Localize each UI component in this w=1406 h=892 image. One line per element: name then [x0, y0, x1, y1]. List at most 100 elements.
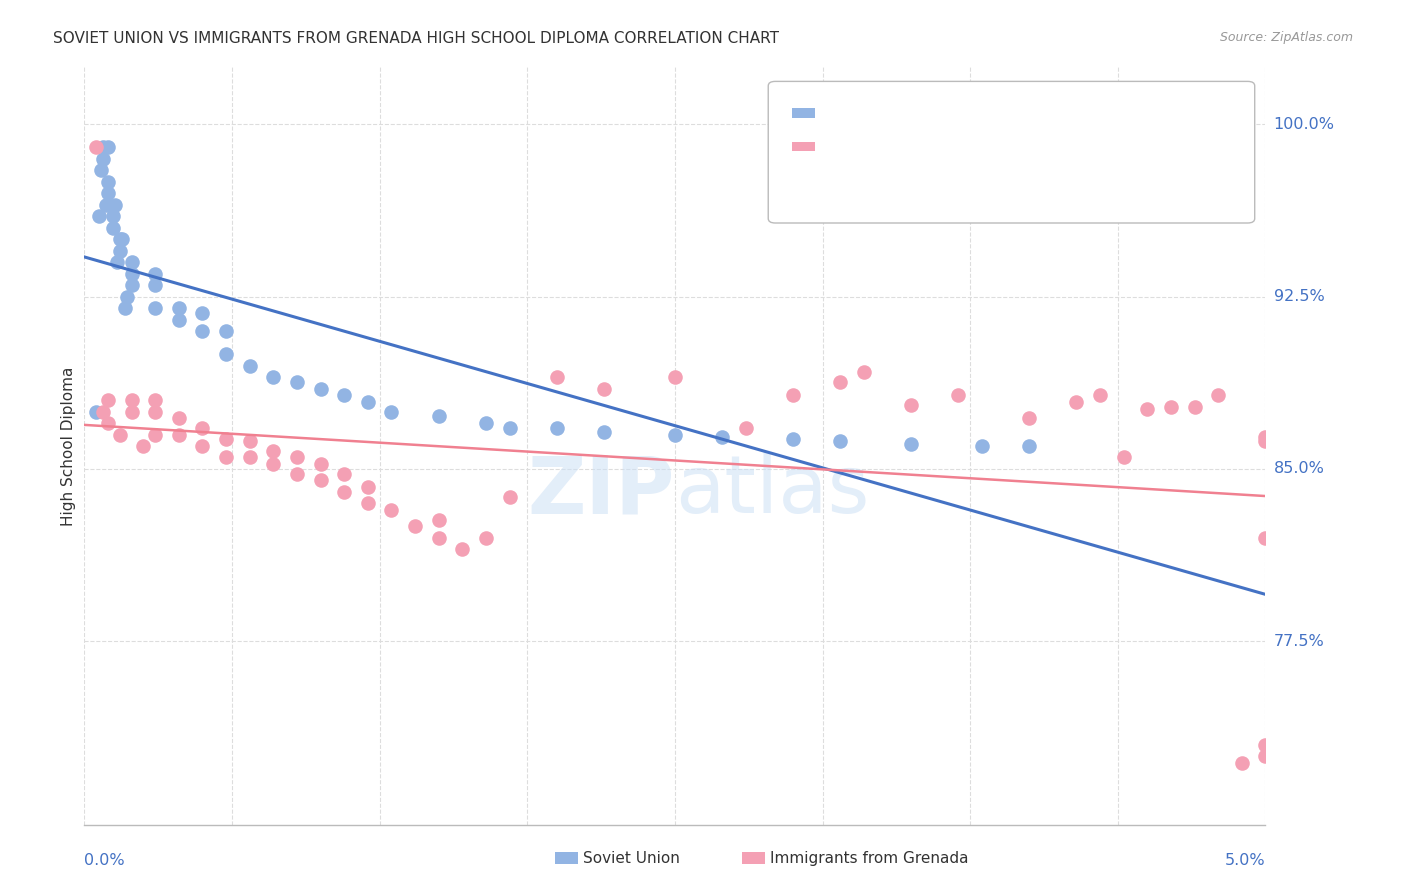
Point	[734, 420, 756, 434]
Point	[664, 427, 686, 442]
Point	[285, 467, 308, 481]
Point	[309, 474, 332, 488]
Point	[782, 388, 804, 402]
Point	[357, 480, 380, 494]
Legend: 	[1247, 74, 1258, 85]
Point	[1254, 749, 1277, 764]
Point	[191, 306, 214, 320]
Point	[108, 244, 131, 258]
Point	[114, 301, 136, 315]
Point	[1018, 439, 1040, 453]
Text: 5.0%: 5.0%	[1225, 853, 1265, 868]
Point	[333, 388, 356, 402]
Point	[132, 439, 155, 453]
Point	[91, 140, 114, 154]
Point	[900, 398, 922, 412]
Point	[546, 420, 568, 434]
Point	[143, 427, 166, 442]
Text: R =  0.044    N = 59: R = 0.044 N = 59	[825, 137, 1017, 155]
Point	[121, 267, 143, 281]
Point	[970, 439, 993, 453]
Point	[84, 404, 107, 418]
Point	[215, 450, 238, 465]
Point	[191, 439, 214, 453]
Point	[1160, 400, 1182, 414]
Point	[1254, 531, 1277, 545]
Point	[1136, 402, 1159, 417]
Point	[451, 542, 474, 557]
Point	[239, 450, 262, 465]
Point	[97, 416, 120, 430]
Text: ZIP: ZIP	[527, 452, 675, 531]
Point	[143, 301, 166, 315]
Point	[309, 458, 332, 472]
Point	[427, 512, 450, 526]
Point	[498, 490, 520, 504]
Point	[285, 375, 308, 389]
Point	[143, 278, 166, 293]
Point	[380, 404, 402, 418]
Text: 0.0%: 0.0%	[84, 853, 125, 868]
Point	[97, 392, 120, 407]
Point	[427, 531, 450, 545]
Point	[475, 531, 498, 545]
Point	[404, 519, 426, 533]
Point	[357, 395, 380, 409]
Point	[782, 432, 804, 446]
Text: 85.0%: 85.0%	[1274, 461, 1324, 476]
Point	[108, 232, 131, 246]
Point	[115, 290, 138, 304]
Point	[262, 458, 284, 472]
Point	[333, 485, 356, 500]
Point	[1254, 430, 1277, 444]
Point	[380, 503, 402, 517]
Point	[1112, 450, 1135, 465]
Point	[852, 366, 875, 380]
Point	[167, 301, 190, 315]
Point	[215, 432, 238, 446]
Point	[1254, 738, 1277, 752]
Point	[90, 163, 112, 178]
Point	[121, 392, 143, 407]
Point	[121, 278, 143, 293]
Point	[84, 140, 107, 154]
Point	[357, 496, 380, 510]
Text: Source: ZipAtlas.com: Source: ZipAtlas.com	[1219, 31, 1353, 45]
Point	[87, 209, 110, 223]
Point	[111, 232, 134, 246]
Text: SOVIET UNION VS IMMIGRANTS FROM GRENADA HIGH SCHOOL DIPLOMA CORRELATION CHART: SOVIET UNION VS IMMIGRANTS FROM GRENADA …	[53, 31, 779, 46]
Point	[97, 186, 120, 201]
Point	[427, 409, 450, 424]
Point	[91, 152, 114, 166]
Point	[239, 359, 262, 373]
Point	[108, 427, 131, 442]
Point	[664, 370, 686, 384]
Point	[107, 255, 129, 269]
Point	[143, 392, 166, 407]
Point	[167, 411, 190, 425]
Point	[498, 420, 520, 434]
Point	[104, 198, 127, 212]
Point	[593, 382, 616, 396]
Text: 100.0%: 100.0%	[1274, 117, 1334, 132]
Text: Soviet Union: Soviet Union	[583, 851, 681, 865]
Point	[101, 220, 124, 235]
Point	[97, 140, 120, 154]
Point	[1088, 388, 1111, 402]
Y-axis label: High School Diploma: High School Diploma	[60, 367, 76, 525]
Point	[1184, 400, 1206, 414]
Point	[830, 375, 852, 389]
Point	[91, 404, 114, 418]
Point	[97, 175, 120, 189]
Point	[830, 434, 852, 449]
Point	[546, 370, 568, 384]
Point	[711, 430, 734, 444]
Point	[900, 436, 922, 450]
Point	[143, 267, 166, 281]
Point	[333, 467, 356, 481]
Text: 92.5%: 92.5%	[1274, 289, 1324, 304]
Text: Immigrants from Grenada: Immigrants from Grenada	[770, 851, 969, 865]
Point	[262, 443, 284, 458]
Point	[167, 427, 190, 442]
Point	[1230, 756, 1253, 770]
